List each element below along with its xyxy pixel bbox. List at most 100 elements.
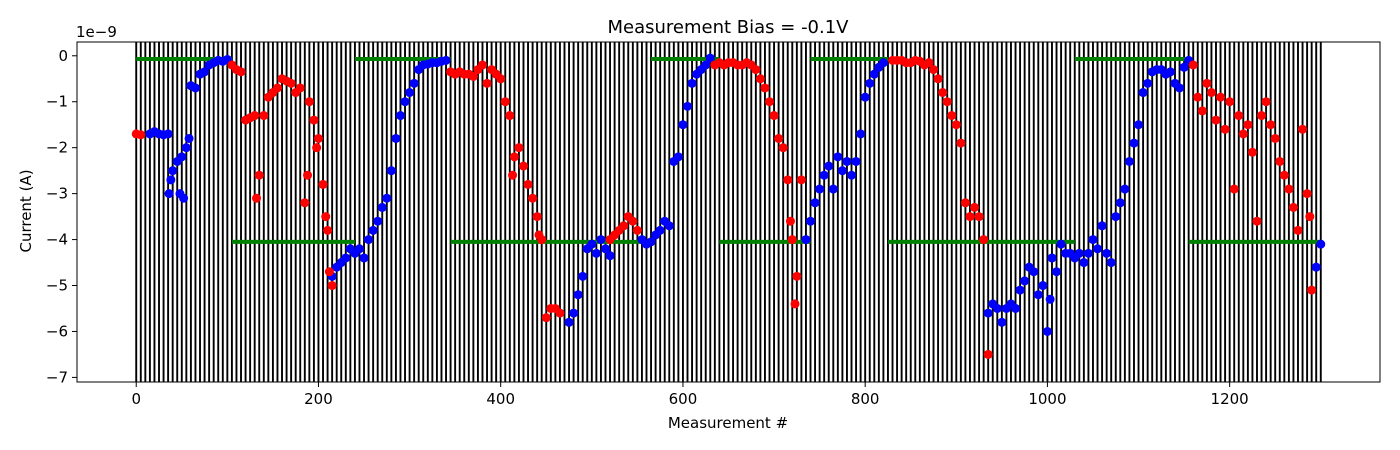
data-point (856, 129, 866, 139)
data-point (591, 248, 601, 258)
data-point (179, 193, 189, 203)
data-point (783, 175, 793, 185)
data-point (327, 281, 337, 291)
data-point (842, 156, 852, 166)
data-point (1288, 202, 1298, 212)
data-point (518, 161, 528, 171)
data-point (705, 53, 715, 63)
data-point (1115, 198, 1125, 208)
data-point (304, 97, 314, 107)
data-point (382, 193, 392, 203)
data-point (765, 97, 775, 107)
chart-title: Measurement Bias = -0.1V (607, 17, 849, 38)
data-point (541, 313, 551, 323)
data-point (300, 198, 310, 208)
data-point (965, 212, 975, 222)
data-point (324, 267, 334, 277)
data-point (1143, 78, 1153, 88)
data-point (395, 111, 405, 121)
x-axis-label: Measurement # (668, 414, 788, 432)
data-point (373, 216, 383, 226)
data-point (956, 138, 966, 148)
data-point (787, 235, 797, 245)
data-point (377, 202, 387, 212)
data-point (755, 74, 765, 84)
data-point (865, 78, 875, 88)
data-point (769, 111, 779, 121)
data-point (701, 60, 711, 70)
data-point (682, 101, 692, 111)
x-tick-label: 0 (131, 390, 141, 408)
vertical-grid-lines (135, 42, 1322, 382)
data-point (482, 78, 492, 88)
data-point (1047, 253, 1057, 263)
data-point (532, 212, 542, 222)
data-point (810, 198, 820, 208)
data-point (992, 303, 1002, 313)
data-point (1284, 184, 1294, 194)
data-point (860, 92, 870, 102)
data-point (259, 111, 269, 121)
data-point (386, 166, 396, 176)
y-tick-label: −1 (46, 93, 68, 111)
data-point (878, 58, 888, 68)
data-point (655, 225, 665, 235)
y-tick-label: 0 (58, 47, 68, 65)
data-point (405, 88, 415, 98)
data-point (1011, 303, 1021, 313)
data-point (819, 170, 829, 180)
data-points (131, 53, 1326, 359)
data-point (477, 60, 487, 70)
data-point (200, 67, 210, 77)
data-point (983, 308, 993, 318)
plot-frame (76, 41, 1381, 383)
data-point (505, 111, 515, 121)
data-point (796, 175, 806, 185)
data-point (1029, 267, 1039, 277)
data-point (938, 88, 948, 98)
data-point (774, 133, 784, 143)
data-point (760, 83, 770, 93)
data-point (815, 184, 825, 194)
data-point (1302, 189, 1312, 199)
data-point (400, 97, 410, 107)
data-point (1188, 60, 1198, 70)
data-point (1097, 221, 1107, 231)
data-point (628, 216, 638, 226)
y-tick-label: −6 (46, 322, 68, 340)
data-point (578, 271, 588, 281)
data-point (1111, 212, 1121, 222)
data-point (933, 74, 943, 84)
data-point (496, 74, 506, 84)
data-point (163, 129, 173, 139)
data-point (1216, 92, 1226, 102)
data-point (1052, 267, 1062, 277)
data-point (321, 212, 331, 222)
data-point (1266, 120, 1276, 130)
data-point (573, 290, 583, 300)
data-point (1252, 216, 1262, 226)
data-point (646, 237, 656, 247)
data-point (272, 83, 282, 93)
data-point (1206, 88, 1216, 98)
data-point (1270, 133, 1280, 143)
data-point (312, 143, 322, 153)
data-point (523, 179, 533, 189)
data-point (1202, 78, 1212, 88)
y-tick-label: −7 (46, 368, 68, 386)
data-point (847, 170, 857, 180)
data-point (673, 152, 683, 162)
data-point (979, 235, 989, 245)
data-point (970, 202, 980, 212)
data-point (600, 244, 610, 254)
data-point (1316, 239, 1326, 249)
data-point (368, 225, 378, 235)
data-point (983, 349, 993, 359)
data-point (1261, 97, 1271, 107)
data-point (942, 97, 952, 107)
data-point (1293, 225, 1303, 235)
y-tick-label: −5 (46, 277, 68, 295)
data-point (596, 235, 606, 245)
data-point (254, 170, 264, 180)
data-point (929, 65, 939, 75)
